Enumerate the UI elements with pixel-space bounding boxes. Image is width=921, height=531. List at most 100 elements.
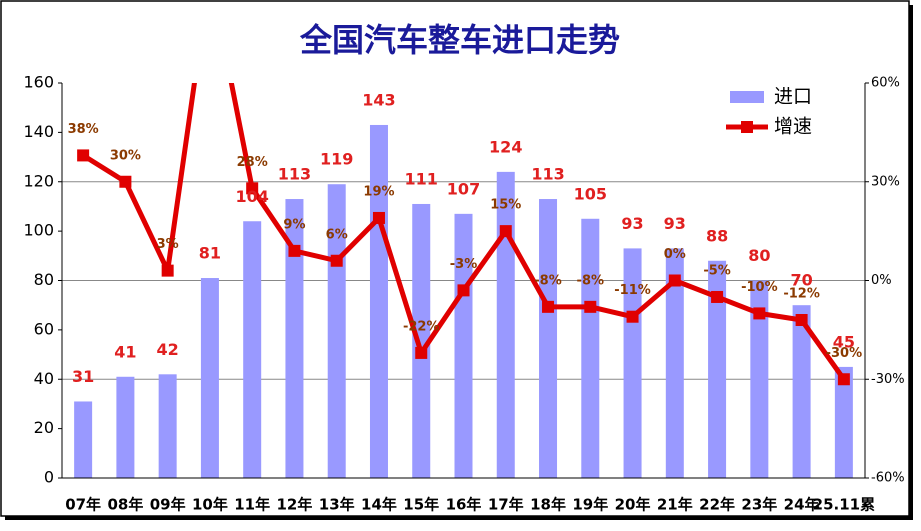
growth-value-label: 19%: [363, 184, 394, 199]
x-tick-label: 14年: [361, 496, 397, 514]
bar: [539, 199, 558, 478]
growth-value-label: 15%: [490, 198, 521, 213]
bar: [243, 221, 262, 478]
growth-value-label: -22%: [403, 319, 440, 334]
legend-marker: [741, 121, 753, 133]
x-tick-label: 20年: [615, 496, 651, 514]
growth-value-label: 30%: [110, 148, 141, 163]
x-tick-label: 08年: [107, 496, 143, 514]
growth-marker: [330, 254, 343, 267]
bar: [158, 374, 177, 478]
growth-marker: [753, 307, 766, 320]
bar-value-label: 88: [706, 226, 728, 245]
growth-marker: [415, 346, 428, 359]
x-tick-label: 18年: [530, 496, 566, 514]
y-tick-label: 120: [23, 171, 54, 190]
legend-label: 增速: [774, 116, 812, 138]
x-tick-label: 13年: [319, 496, 355, 514]
y-tick-label: 80: [34, 270, 54, 289]
bar-value-label: 45: [833, 332, 855, 351]
y-tick-label: 20: [34, 418, 54, 437]
y-tick-label: 140: [23, 122, 54, 141]
y2-tick-label: -60%: [871, 471, 905, 486]
x-tick-label: 15年: [403, 496, 439, 514]
x-tick-label: 16年: [446, 496, 482, 514]
x-tick-label: 10年: [192, 496, 228, 514]
bar: [412, 203, 431, 478]
y2-tick-label: 0%: [871, 273, 892, 288]
x-tick-label: 23年: [741, 496, 777, 514]
x-tick-label: 22年: [699, 496, 735, 514]
x-tick-label: 07年: [65, 496, 101, 514]
y-tick-label: 0: [44, 468, 54, 487]
growth-value-label: 6%: [326, 227, 348, 242]
growth-value-label: -5%: [703, 263, 730, 278]
growth-value-label: -10%: [741, 280, 778, 295]
bar: [496, 171, 515, 478]
growth-marker: [711, 290, 724, 303]
growth-value-label: -11%: [614, 283, 651, 298]
x-tick-label: 17年: [488, 496, 524, 514]
bar: [454, 213, 473, 478]
growth-value-label: 38%: [68, 122, 99, 137]
bar-value-label: 104: [235, 187, 268, 206]
bar: [581, 218, 600, 478]
growth-marker: [161, 264, 174, 277]
growth-value-label: -12%: [783, 287, 820, 302]
y-tick-label: 100: [23, 221, 54, 240]
growth-value-label: 9%: [283, 217, 305, 232]
growth-marker: [457, 284, 470, 297]
bar-value-label: 41: [114, 342, 136, 361]
growth-marker: [246, 182, 259, 195]
bar: [285, 199, 304, 478]
growth-marker: [372, 211, 385, 224]
bar-value-label: 80: [748, 246, 770, 265]
growth-marker: [668, 274, 681, 287]
bar-value-label: 124: [489, 137, 522, 156]
growth-value-label: -8%: [577, 273, 604, 288]
bar-value-label: 107: [447, 179, 480, 198]
growth-marker: [584, 300, 597, 313]
y-tick-label: 160: [23, 73, 54, 92]
growth-marker: [119, 175, 132, 188]
legend-swatch: [730, 91, 764, 103]
bar: [792, 305, 811, 478]
legend-label: 进口: [774, 86, 812, 108]
x-tick-label: 19年: [572, 496, 608, 514]
growth-value-label: -3%: [450, 257, 477, 272]
y2-tick-label: 60%: [871, 76, 900, 91]
growth-value-label: -8%: [534, 273, 561, 288]
bar-value-label: 70: [790, 271, 812, 290]
y-tick-label: 60: [34, 319, 54, 338]
growth-marker: [499, 225, 512, 238]
y2-tick-label: 30%: [871, 174, 900, 189]
bar: [623, 248, 642, 478]
bar-value-label: 93: [664, 214, 686, 233]
x-tick-label: 21年: [657, 496, 693, 514]
y2-tick-label: -30%: [871, 372, 905, 387]
chart-title: 全国汽车整车进口走势: [299, 21, 620, 59]
bar-value-label: 31: [72, 367, 94, 386]
bar-value-label: 42: [157, 340, 179, 359]
growth-marker: [77, 149, 90, 162]
bar-value-label: 113: [531, 165, 564, 184]
growth-value-label: 0%: [664, 247, 686, 262]
bar: [665, 248, 684, 478]
growth-value-label: 3%: [157, 237, 179, 252]
growth-marker: [837, 373, 850, 386]
growth-value-label: 28%: [237, 155, 268, 170]
bar-value-label: 81: [199, 244, 221, 263]
x-tick-label: 09年: [150, 496, 186, 514]
growth-marker: [542, 300, 555, 313]
bar-value-label: 105: [574, 184, 607, 203]
bar: [708, 260, 727, 478]
growth-marker: [288, 244, 301, 257]
x-tick-label: 25.11累: [813, 496, 875, 514]
bar: [369, 124, 388, 478]
growth-marker: [795, 314, 808, 326]
growth-marker: [626, 310, 639, 323]
y-tick-label: 40: [34, 369, 54, 388]
bar: [200, 278, 219, 478]
